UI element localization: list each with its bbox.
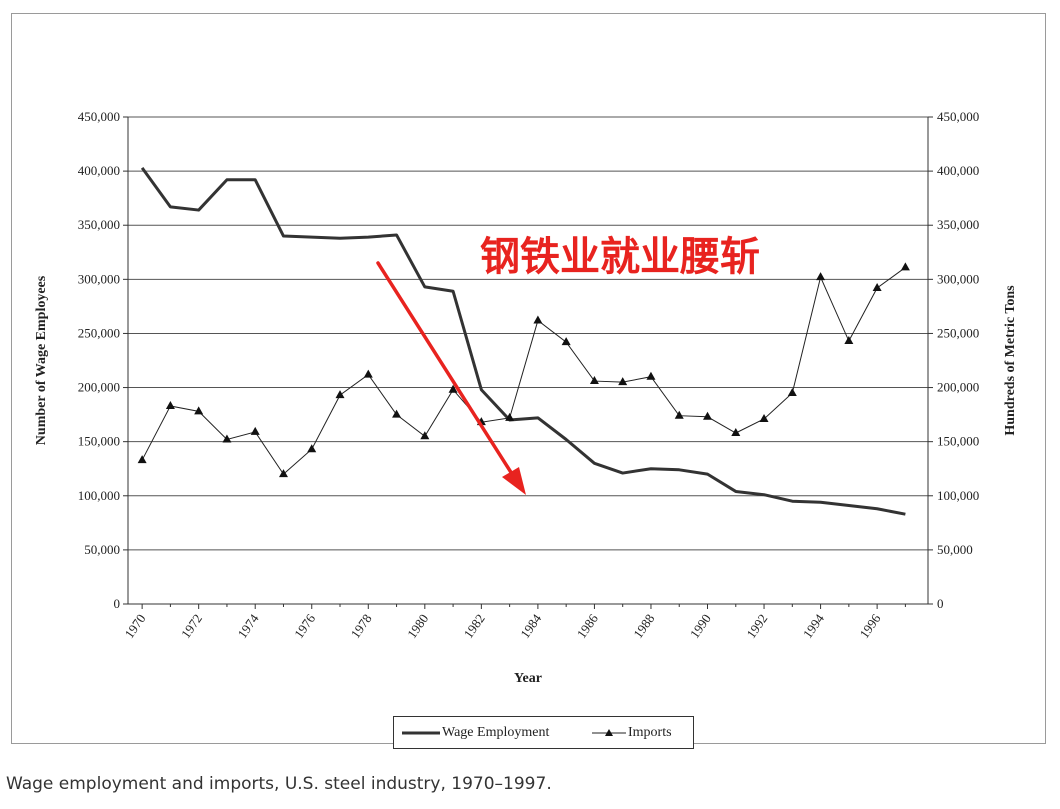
imports-point [589,376,599,385]
chart: 0 0 50,000 50,000 100,000 100,000 150,000 150,0… [34,109,1018,686]
y-tick-label-left: 350,000 [78,217,120,232]
y-axis-title-right: Hundreds of Metric Tons [1003,285,1018,436]
x-tick-label: 1984 [517,611,544,641]
x-tick-label: 1996 [856,611,883,641]
annotation-text: 钢铁业就业腰斩 [480,234,760,280]
y-tick-label-right: 350,000 [937,217,979,232]
imports-point [448,384,458,393]
imports-point [194,406,204,415]
imports-point [165,400,175,409]
y-tick-label-left: 0 [114,596,121,611]
x-tick-label: 1976 [291,611,318,641]
x-axis-title: Year [514,671,542,686]
legend-label-imports: Imports [628,725,672,741]
x-tick-label: 1974 [234,611,261,641]
imports-point [703,411,713,420]
imports-point [137,455,147,464]
y-tick-label-right: 400,000 [937,163,979,178]
legend-swatch-wage [402,731,440,735]
imports-point [250,426,260,435]
imports-point [278,469,288,478]
imports-point [392,409,402,418]
y-tick-label-right: 150,000 [937,434,979,449]
x-tick-label: 1980 [404,611,431,641]
legend-item-imports: Imports [590,724,672,742]
x-tick-label: 1982 [461,611,488,641]
y-tick-label-right: 250,000 [937,325,979,340]
x-tick-label: 1990 [687,611,714,641]
imports-point [307,444,317,453]
imports-point [872,282,882,291]
y-tick-label-left: 450,000 [78,109,120,124]
legend-swatch-imports [592,729,626,736]
x-tick-label: 1988 [630,611,657,641]
x-tick-label: 1972 [178,611,205,641]
y-tick-label-right: 450,000 [937,109,979,124]
y-tick-label-right: 100,000 [937,488,979,503]
x-tick-label: 1978 [348,611,375,641]
imports-point [505,412,515,421]
legend: Wage Employment Imports [393,716,694,749]
x-tick-label: 1994 [800,611,827,641]
imports-point [533,315,543,324]
y-tick-label-left: 250,000 [78,325,120,340]
imports-point [731,428,741,437]
imports-point [363,369,373,378]
y-tick-label-right: 200,000 [937,380,979,395]
annotation-arrow-head [502,467,526,495]
y-tick-label-right: 50,000 [937,542,973,557]
imports-point [222,434,232,443]
imports-point [335,390,345,399]
imports-point [759,413,769,422]
series-line-wage-employment [140,166,906,516]
legend-label-wage: Wage Employment [442,725,550,741]
y-tick-label-left: 150,000 [78,434,120,449]
y-tick-label-left: 200,000 [78,380,120,395]
imports-point [816,272,826,281]
y-axis-title-left: Number of Wage Employees [34,275,49,445]
figure-caption: Wage employment and imports, U.S. steel … [6,774,552,794]
imports-point [646,371,656,380]
x-tick-label: 1986 [574,611,601,641]
series-line-imports [141,267,906,475]
imports-point [674,410,684,419]
x-tick-label: 1970 [121,611,148,641]
imports-point [420,431,430,440]
annotation-arrow-shaft [376,261,514,476]
y-tick-label-left: 300,000 [78,271,120,286]
y-tick-label-left: 400,000 [78,163,120,178]
imports-point [900,262,910,271]
imports-point [844,336,854,345]
imports-point [787,387,797,396]
x-tick-label: 1992 [743,611,770,641]
y-tick-label-left: 100,000 [78,488,120,503]
imports-point [618,377,628,386]
figure-frame: 0 0 50,000 50,000 100,000 100,000 150,000 150,0… [11,13,1046,749]
y-tick-label-left: 50,000 [84,542,120,557]
legend-item-wage-employment: Wage Employment [400,724,549,742]
y-tick-label-right: 0 [937,596,944,611]
y-tick-label-right: 300,000 [937,271,979,286]
imports-point [561,337,571,346]
